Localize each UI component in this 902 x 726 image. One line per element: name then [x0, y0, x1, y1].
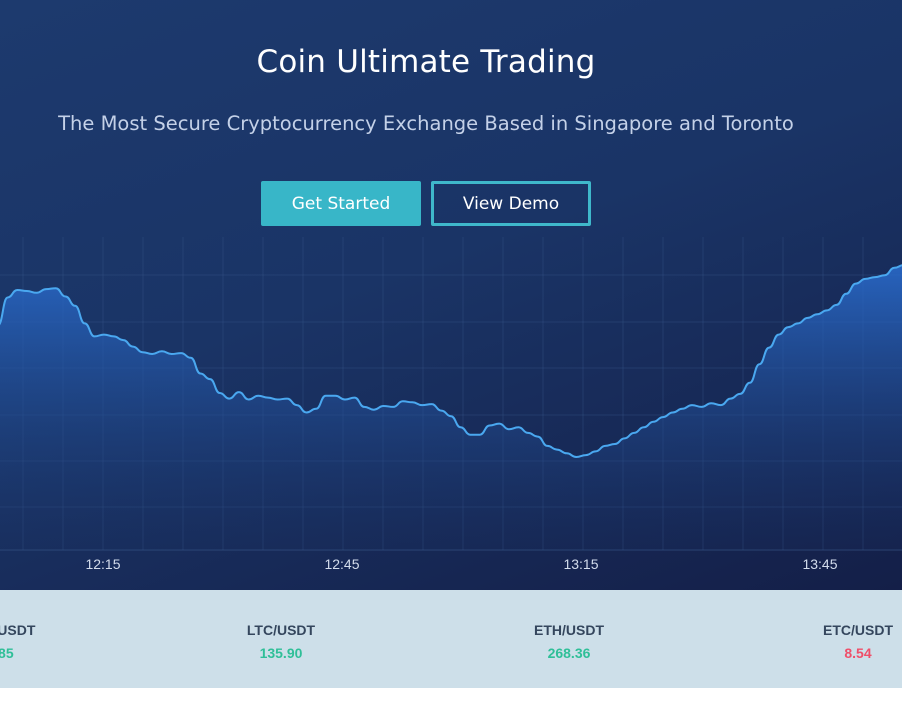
page-title: Coin Ultimate Trading — [256, 44, 596, 80]
ticker-price: 8.54 — [844, 645, 872, 661]
x-tick-label: 13:15 — [563, 556, 598, 572]
ticker-item-ltc[interactable]: LTC/USDT 135.90 — [221, 622, 341, 661]
chart-area — [0, 265, 902, 550]
get-started-button[interactable]: Get Started — [261, 181, 421, 226]
x-tick-label: 12:15 — [85, 556, 120, 572]
price-chart: 12:15 12:45 13:15 13:45 — [0, 237, 902, 572]
ticker-price: 8.85 — [0, 645, 14, 661]
ticker-bar: BTC/USDT 8.85 LTC/USDT 135.90 ETH/USDT 2… — [0, 590, 902, 688]
ticker-price: 268.36 — [547, 645, 591, 661]
ticker-item-eth[interactable]: ETH/USDT 268.36 — [509, 622, 629, 661]
view-demo-button[interactable]: View Demo — [431, 181, 591, 226]
chart-line — [0, 264, 902, 459]
ticker-item-etc[interactable]: ETC/USDT 8.54 — [798, 622, 902, 661]
ticker-price: 135.90 — [259, 645, 303, 661]
hero-section: Coin Ultimate Trading The Most Secure Cr… — [0, 0, 902, 590]
x-tick-label: 13:45 — [802, 556, 837, 572]
x-tick-label: 12:45 — [324, 556, 359, 572]
x-axis-ticks: 12:15 12:45 13:15 13:45 — [85, 556, 837, 572]
ticker-item-btc[interactable]: BTC/USDT 8.85 — [0, 622, 60, 661]
page-subtitle: The Most Secure Cryptocurrency Exchange … — [58, 112, 794, 135]
